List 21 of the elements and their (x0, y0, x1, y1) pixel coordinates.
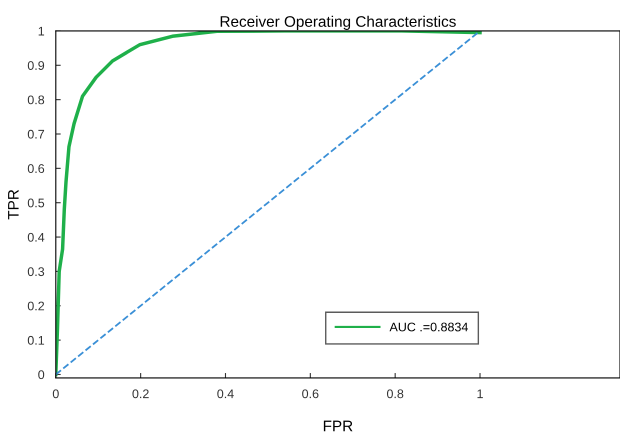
y-tick-label: 0.1 (28, 336, 44, 345)
x-tick-label: 0.4 (217, 389, 234, 398)
x-tick-label: 1 (477, 389, 483, 398)
y-tick-label: 0.4 (28, 232, 44, 242)
y-tick-label: 0.8 (28, 95, 44, 104)
chart-title: Receiver Operating Characteristics (220, 16, 456, 30)
x-axis-title: FPR (324, 420, 352, 432)
x-tick-label: 0 (52, 389, 59, 398)
y-axis-title: TPR (8, 190, 19, 220)
legend-label: AUC .=0.8834 (390, 322, 468, 332)
y-tick-label: 0 (38, 370, 44, 380)
y-tick-label: 1 (38, 26, 44, 36)
x-tick-label: 0.2 (132, 389, 149, 398)
y-tick-label: 0.9 (28, 61, 44, 70)
y-tick-label: 0.7 (28, 130, 44, 139)
x-tick-label: 0.6 (302, 389, 318, 398)
x-tick-label: 0.8 (386, 389, 404, 398)
y-tick-label: 0.3 (28, 267, 44, 276)
y-tick-label: 0.2 (28, 302, 44, 310)
y-tick-label: 0.5 (28, 198, 44, 208)
y-tick-label: 0.6 (28, 164, 44, 174)
